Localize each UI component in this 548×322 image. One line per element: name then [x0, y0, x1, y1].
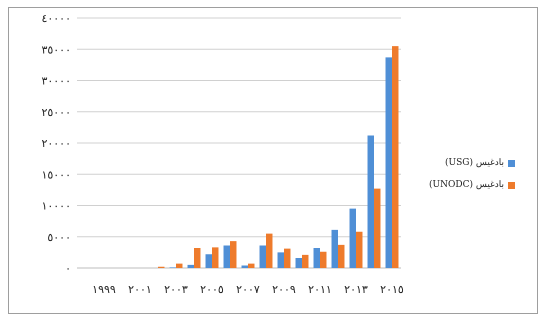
bar-usg [169, 267, 176, 268]
x-tick-label: ٢٠٠٥ [200, 283, 224, 296]
x-tick-label: ٢٠٠٩ [272, 283, 296, 296]
legend-item-usg: بادغیس (USG) [429, 152, 515, 174]
y-tick-label: ٥٠٠٠ [47, 231, 71, 244]
bar-unodc [248, 263, 255, 268]
bar-unodc [230, 241, 237, 268]
bar-unodc [338, 244, 345, 268]
bar-unodc [266, 233, 273, 268]
x-tick-label: ٢٠٠٧ [236, 283, 260, 296]
bar-unodc [374, 188, 381, 268]
bar-usg [259, 245, 266, 268]
y-tick-label: ١٠٠٠٠ [41, 200, 71, 213]
bar-unodc [176, 263, 183, 268]
legend-item-unodc: بادغیس (UNODC) [429, 174, 515, 196]
x-tick-label: ٢٠١١ [308, 283, 332, 296]
bar-usg [223, 245, 230, 268]
bar-chart: ٠ ٥٠٠٠ ١٠٠٠٠ ١٥٠٠٠ ٢٠٠٠٠ ٢٥٠٠٠ ٣٠٠٠٠ ٣٥٠٠٠ ٤٠٠٠٠… [41, 12, 404, 296]
chart-frame: ٠ ٥٠٠٠ ١٠٠٠٠ ١٥٠٠٠ ٢٠٠٠٠ ٢٥٠٠٠ ٣٠٠٠٠ ٣٥٠٠٠ ٤٠٠٠٠… [8, 7, 538, 314]
y-tick-label: ٢٥٠٠٠ [41, 106, 71, 119]
legend-label-usg: بادغیس (USG) [445, 158, 504, 168]
legend-label-unodc: بادغیس (UNODC) [429, 180, 504, 190]
x-tick-label: ٢٠١٣ [344, 283, 368, 296]
bar-unodc [356, 231, 363, 268]
bar-usg [331, 229, 338, 268]
x-tick-label: ٢٠٠٣ [164, 283, 188, 296]
y-tick-label: ١٥٠٠٠ [41, 168, 71, 181]
x-tick-label: ٢٠٠١ [128, 283, 152, 296]
bar-usg [277, 252, 284, 268]
y-tick-label: ٤٠٠٠٠ [41, 12, 71, 25]
legend-swatch-usg [508, 159, 515, 167]
x-tick-label: ١٩٩٩ [92, 283, 116, 296]
y-tick-label: ٠ [65, 262, 71, 275]
y-tick-label: ٢٠٠٠٠ [41, 137, 71, 150]
legend-swatch-unodc [508, 181, 515, 189]
bar-unodc [194, 248, 201, 268]
bar-unodc [212, 247, 219, 268]
bar-usg [205, 254, 212, 268]
y-tick-label: ٣٥٠٠٠ [41, 43, 71, 56]
bar-usg [313, 248, 320, 268]
bar-unodc [302, 254, 309, 268]
bar-usg [367, 135, 374, 268]
bar-usg [349, 208, 356, 268]
bar-usg [241, 265, 248, 268]
bar-unodc [284, 248, 291, 268]
bar-usg [385, 57, 392, 268]
y-tick-label: ٣٠٠٠٠ [41, 75, 71, 88]
bar-usg [187, 264, 194, 268]
x-tick-label: ٢٠١٥ [380, 283, 404, 296]
chart-legend: بادغیس (USG) بادغیس (UNODC) [429, 152, 515, 196]
bar-unodc [320, 251, 327, 268]
bar-unodc [392, 46, 399, 268]
bar-usg [295, 258, 302, 268]
bar-unodc [158, 266, 165, 268]
